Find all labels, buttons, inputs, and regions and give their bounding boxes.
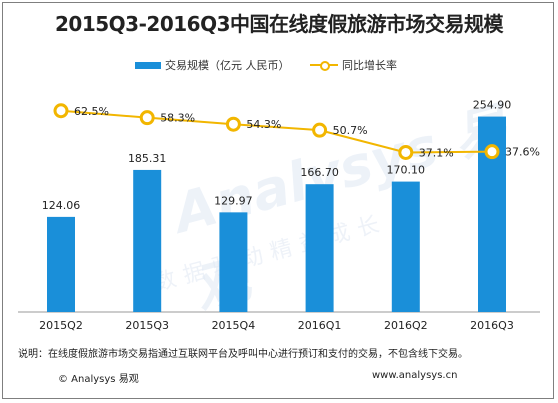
legend-bar-swatch bbox=[135, 61, 161, 69]
chart-frame bbox=[2, 2, 554, 399]
bar-value-label: 166.70 bbox=[300, 166, 339, 179]
growth-value-label: 37.6% bbox=[505, 146, 540, 159]
legend-item-line: 同比增长率 bbox=[310, 57, 397, 73]
bar-value-label: 129.97 bbox=[214, 194, 253, 207]
x-tick-label: 2015Q2 bbox=[39, 319, 83, 332]
footer-copyright: © Analysys 易观 bbox=[58, 374, 139, 385]
bar-2016Q2 bbox=[391, 181, 420, 312]
growth-line bbox=[60, 109, 493, 154]
growth-value-label: 50.7% bbox=[333, 124, 368, 137]
bar-2016Q1 bbox=[305, 184, 334, 312]
chart-note: 说明：在线度假旅游市场交易指通过互联网平台及呼叫中心进行预订和支付的交易，不包含… bbox=[18, 349, 468, 360]
growth-marker bbox=[398, 144, 414, 160]
growth-marker bbox=[53, 103, 69, 119]
growth-value-label: 62.5% bbox=[74, 105, 109, 118]
bar-value-label: 170.10 bbox=[387, 164, 426, 177]
bar-2015Q3 bbox=[133, 169, 162, 312]
bar-2015Q4 bbox=[219, 212, 248, 312]
x-tick-label: 2016Q1 bbox=[298, 319, 342, 332]
x-tick-label: 2016Q3 bbox=[470, 319, 514, 332]
x-tick-label: 2015Q4 bbox=[212, 319, 256, 332]
legend-line-label: 同比增长率 bbox=[342, 59, 397, 72]
chart-title: 2015Q3-2016Q3中国在线度假旅游市场交易规模 bbox=[55, 12, 503, 36]
growth-value-label: 54.3% bbox=[246, 118, 281, 131]
growth-marker bbox=[225, 116, 241, 132]
bar-value-label: 254.90 bbox=[473, 99, 512, 112]
legend-item-bar: 交易规模（亿元 人民币） bbox=[135, 57, 290, 73]
growth-value-label: 37.1% bbox=[419, 146, 454, 159]
growth-marker bbox=[312, 122, 328, 138]
bar-2015Q2 bbox=[47, 216, 75, 312]
bar-value-label: 124.06 bbox=[42, 199, 81, 212]
growth-marker bbox=[484, 144, 500, 160]
footer-url: www.analysys.cn bbox=[372, 370, 458, 381]
growth-marker bbox=[139, 110, 155, 126]
legend-bar-label: 交易规模（亿元 人民币） bbox=[165, 59, 290, 72]
legend-line-swatch bbox=[310, 60, 338, 71]
bar-value-label: 185.31 bbox=[128, 152, 167, 165]
x-tick-label: 2016Q2 bbox=[384, 319, 428, 332]
growth-value-label: 58.3% bbox=[160, 112, 195, 125]
x-tick-label: 2015Q3 bbox=[125, 319, 169, 332]
